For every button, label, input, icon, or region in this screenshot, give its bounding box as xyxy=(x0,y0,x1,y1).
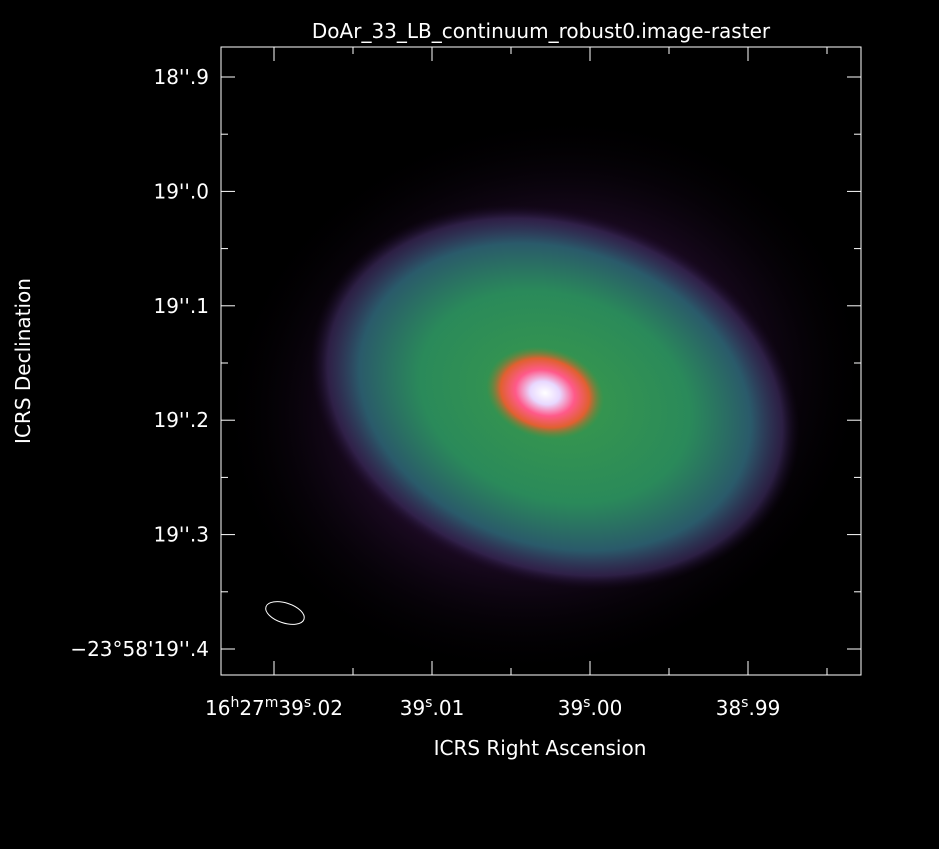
y-tick-label: 19''.3 xyxy=(153,523,209,547)
x-tick-label: 39s.01 xyxy=(400,695,465,720)
y-tick-label: 18''.9 xyxy=(153,65,209,89)
x-tick-label: 16h27m39s.02 xyxy=(205,695,343,720)
y-axis-label: ICRS Declination xyxy=(11,278,35,444)
ticks: 16h27m39s.02 39s.01 39s.00 38s.99 18''.9 19''… xyxy=(70,47,861,720)
x-tick-label: 38s.99 xyxy=(716,695,781,720)
y-tick-label: −23°58'19''.4 xyxy=(70,637,209,661)
y-tick-label: 19''.0 xyxy=(153,179,209,203)
frame xyxy=(220,46,862,676)
image-raster xyxy=(218,111,872,679)
y-tick-label: 19''.2 xyxy=(153,408,209,432)
x-axis-label: ICRS Right Ascension xyxy=(434,736,647,760)
beam xyxy=(265,601,305,625)
y-tick-label: 19''.1 xyxy=(153,294,209,318)
title: DoAr_33_LB_continuum_robust0.image-raste… xyxy=(312,19,771,43)
x-tick-label: 39s.00 xyxy=(558,695,623,720)
